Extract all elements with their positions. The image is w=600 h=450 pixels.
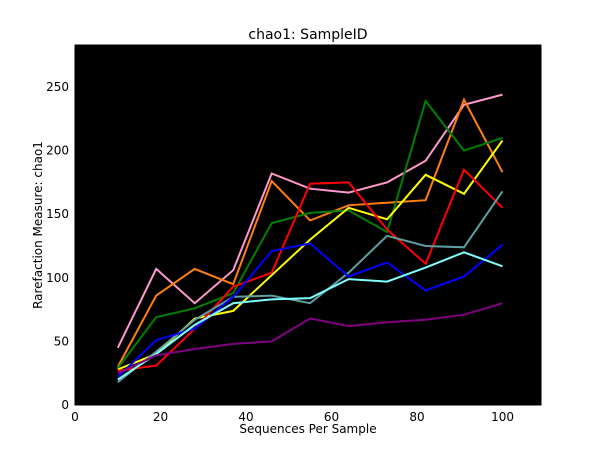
axis-ticks: 0 20 40 60 80 100 0 50 100 150 200 250 [46, 80, 514, 424]
x-tick-label: 0 [71, 410, 79, 424]
y-tick-label: 250 [46, 80, 69, 94]
series-line-2 [116, 97, 504, 368]
series-line-3 [117, 98, 503, 369]
chart-title: chao1: SampleID [248, 27, 367, 43]
series-line-9 [117, 302, 503, 375]
y-tick-label: 200 [46, 144, 69, 158]
series-line-8 [117, 251, 503, 381]
x-tick-label: 100 [491, 410, 514, 424]
y-tick-label: 100 [46, 271, 69, 285]
series-line-6 [117, 190, 504, 383]
y-tick-label: 50 [54, 334, 69, 348]
x-tick-label: 40 [238, 410, 253, 424]
x-axis-label: Sequences Per Sample [239, 422, 376, 436]
x-tick-label: 20 [153, 410, 168, 424]
y-tick-label: 150 [46, 207, 69, 221]
series-line-5 [117, 167, 504, 372]
series-line-7 [117, 242, 504, 378]
series-lines [116, 93, 504, 383]
x-tick-label: 60 [324, 410, 339, 424]
y-tick-label: 0 [61, 398, 69, 412]
y-axis-label: Rarefaction Measure: chao1 [31, 141, 45, 309]
series-line-1 [116, 93, 503, 349]
x-tick-label: 80 [409, 410, 424, 424]
